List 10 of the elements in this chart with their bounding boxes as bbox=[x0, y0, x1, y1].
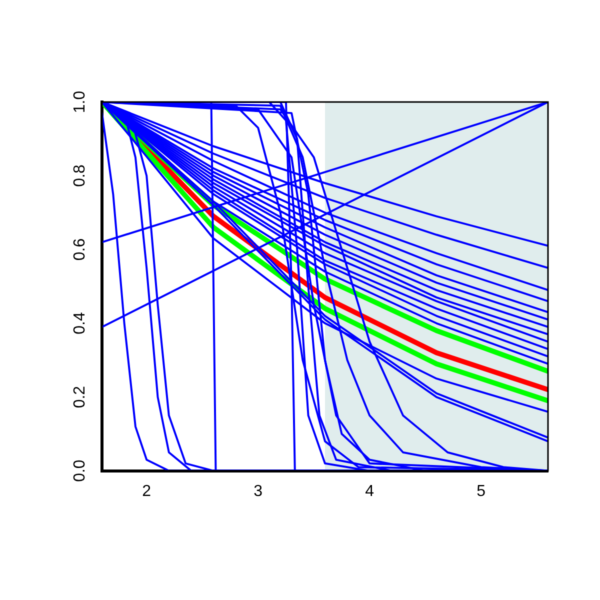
y-tick-label: 1.0 bbox=[71, 90, 88, 114]
x-tick-label: 2 bbox=[142, 482, 152, 500]
y-tick-label: 0.6 bbox=[71, 238, 88, 261]
x-tick-label: 3 bbox=[254, 482, 263, 500]
x-tick-label: 5 bbox=[476, 482, 486, 500]
y-tick-label: 0.8 bbox=[71, 164, 88, 187]
x-tick-label: 4 bbox=[365, 482, 374, 500]
y-tick-label: 0.2 bbox=[71, 386, 88, 408]
y-tick-label: 0.0 bbox=[71, 460, 88, 482]
y-tick-label: 0.4 bbox=[71, 312, 88, 334]
